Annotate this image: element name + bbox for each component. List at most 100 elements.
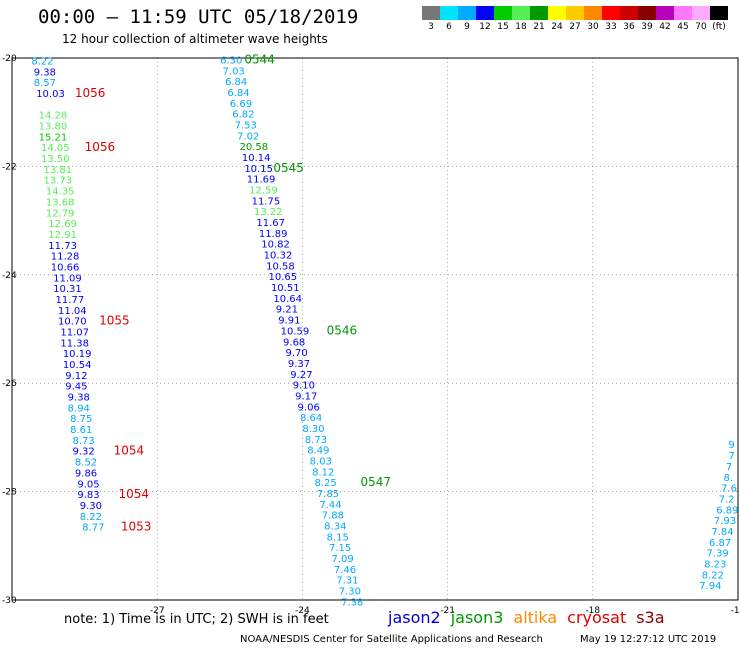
wave-height-point: 14.05: [41, 143, 70, 154]
wave-height-point: 7: [726, 462, 732, 473]
wave-height-point: 7.44: [319, 500, 341, 511]
color-swatch: [422, 6, 440, 20]
wave-height-point: 8.94: [68, 403, 90, 414]
color-scale-label: 27: [569, 22, 581, 32]
wave-height-point: 12.79: [46, 208, 75, 219]
data-tracks: 8.229.388.5710.0314.2813.8015.2114.0513.…: [31, 55, 738, 608]
color-scale-legend: 3 6 9 12 15 18 21 24 27 30 33 36 39 42 45 70 (ft): [422, 6, 728, 40]
color-scale-label: 12: [479, 22, 491, 32]
wave-height-point: 10.03: [36, 89, 65, 100]
wave-height-point: 9.05: [77, 479, 99, 490]
wave-height-point: 7.88: [322, 511, 344, 522]
wave-height-point: 7.94: [699, 581, 721, 592]
color-scale-label: 70: [695, 22, 707, 32]
color-swatch: [620, 6, 638, 20]
wave-height-point: 7.85: [317, 489, 339, 500]
wave-height-point: 8.73: [73, 436, 95, 447]
wave-height-point: 9.70: [285, 348, 307, 359]
pass-time-label: 1056: [75, 86, 106, 100]
color-swatch: [566, 6, 584, 20]
pass-time-label: 0544: [244, 52, 275, 66]
wave-height-point: 7.2: [719, 494, 735, 505]
pass-time-label: 1054: [118, 487, 149, 501]
wave-height-point: 7.93: [714, 516, 736, 527]
wave-height-point: 8.73: [305, 435, 327, 446]
color-swatch: [548, 6, 566, 20]
wave-height-point: 11.38: [60, 338, 89, 349]
color-scale-label: 6: [446, 22, 452, 32]
wave-height-point: 13.68: [46, 197, 75, 208]
wave-height-point: 13.73: [43, 176, 72, 187]
satellite-legend: jason2 jason3 altika cryosat s3a: [388, 608, 675, 627]
wave-height-point: 14.35: [46, 187, 75, 198]
wave-height-point: 11.73: [48, 241, 77, 252]
wave-height-point: 7.53: [235, 120, 257, 131]
wave-height-point: 8.22: [702, 570, 724, 581]
color-scale-label: 18: [515, 22, 527, 32]
wave-height-point: 9.37: [288, 359, 310, 370]
color-swatch: [440, 6, 458, 20]
wave-height-point: 6.84: [225, 77, 247, 88]
wave-height-point: 8.77: [82, 523, 104, 534]
wave-height-point: 8.64: [300, 413, 322, 424]
pass-time-label: 1056: [85, 140, 116, 154]
track-b: 6.307.036.846.846.696.827.537.0220.5810.…: [220, 55, 363, 608]
wave-height-point: 6.30: [220, 55, 242, 66]
wave-height-point: 11.04: [58, 306, 87, 317]
color-swatch: [476, 6, 494, 20]
wave-height-point: 9.91: [278, 316, 300, 327]
wave-height-point: 10.32: [264, 251, 293, 262]
wave-height-point: 11.69: [247, 175, 276, 186]
wave-height-point: 6.89: [716, 505, 738, 516]
wave-height-point: 8.23: [704, 559, 726, 570]
color-swatch: [530, 6, 548, 20]
wave-height-point: 9: [728, 440, 734, 451]
wave-height-point: 8.15: [327, 532, 349, 543]
color-swatch: [512, 6, 530, 20]
wave-height-point: 11.28: [51, 252, 80, 263]
pass-time-label: 0545: [273, 161, 304, 175]
wave-height-point: 8.34: [324, 522, 346, 533]
color-swatch: [710, 6, 728, 20]
wave-height-point: 10.64: [273, 294, 302, 305]
track-a: 8.229.388.5710.0314.2813.8015.2114.0513.…: [31, 57, 104, 534]
wave-height-point: 9.06: [298, 402, 320, 413]
wave-height-point: 13.22: [254, 207, 283, 218]
wave-height-point: 10.82: [261, 240, 290, 251]
wave-height-point: 7: [728, 451, 734, 462]
satellite-legend-jason2: jason2: [388, 608, 441, 627]
wave-height-point: 11.75: [252, 196, 281, 207]
wave-height-point: 6.84: [227, 88, 249, 99]
wave-height-point: 9.68: [283, 337, 305, 348]
wave-height-point: 9.45: [65, 382, 87, 393]
pass-time-label: 0546: [327, 323, 358, 337]
wave-height-point: 9.32: [73, 447, 95, 458]
color-scale-label: (ft): [712, 22, 726, 32]
wave-height-point: 8.49: [307, 446, 329, 457]
color-scale-label: 9: [464, 22, 470, 32]
pass-time-label: 1053: [121, 520, 152, 534]
y-tick-label: -28: [2, 488, 17, 498]
axes: -27 -24 -21 -18 -15 -20 -22 -24 -26 -28 -30: [2, 54, 740, 616]
wave-height-point: 10.31: [53, 284, 82, 295]
wave-height-point: 7.6: [721, 484, 737, 495]
wave-height-point: 7.38: [341, 597, 363, 608]
color-scale-label: 3: [428, 22, 434, 32]
x-tick-label: -27: [150, 606, 165, 616]
wave-height-point: 9.38: [68, 393, 90, 404]
wave-height-point: 8.57: [34, 78, 56, 89]
pass-time-label: 1054: [114, 444, 145, 458]
y-tick-label: -22: [2, 162, 17, 172]
wave-height-point: 10.15: [244, 164, 273, 175]
page-title: 00:00 – 11:59 UTC 05/18/2019: [38, 6, 359, 28]
color-swatch: [458, 6, 476, 20]
wave-height-point: 6.87: [709, 538, 731, 549]
wave-height-point: 10.14: [242, 153, 271, 164]
wave-height-point: 10.19: [63, 349, 92, 360]
wave-height-point: 7.46: [334, 565, 356, 576]
time-labels: 0544 1056 1056 0545 0546 1055 0547 1054 1054 1053: [75, 52, 391, 533]
wave-height-point: 9.38: [34, 67, 56, 78]
wave-height-point: 7.15: [329, 543, 351, 554]
color-scale-label: 45: [677, 22, 689, 32]
wave-height-point: 7.31: [336, 576, 358, 587]
